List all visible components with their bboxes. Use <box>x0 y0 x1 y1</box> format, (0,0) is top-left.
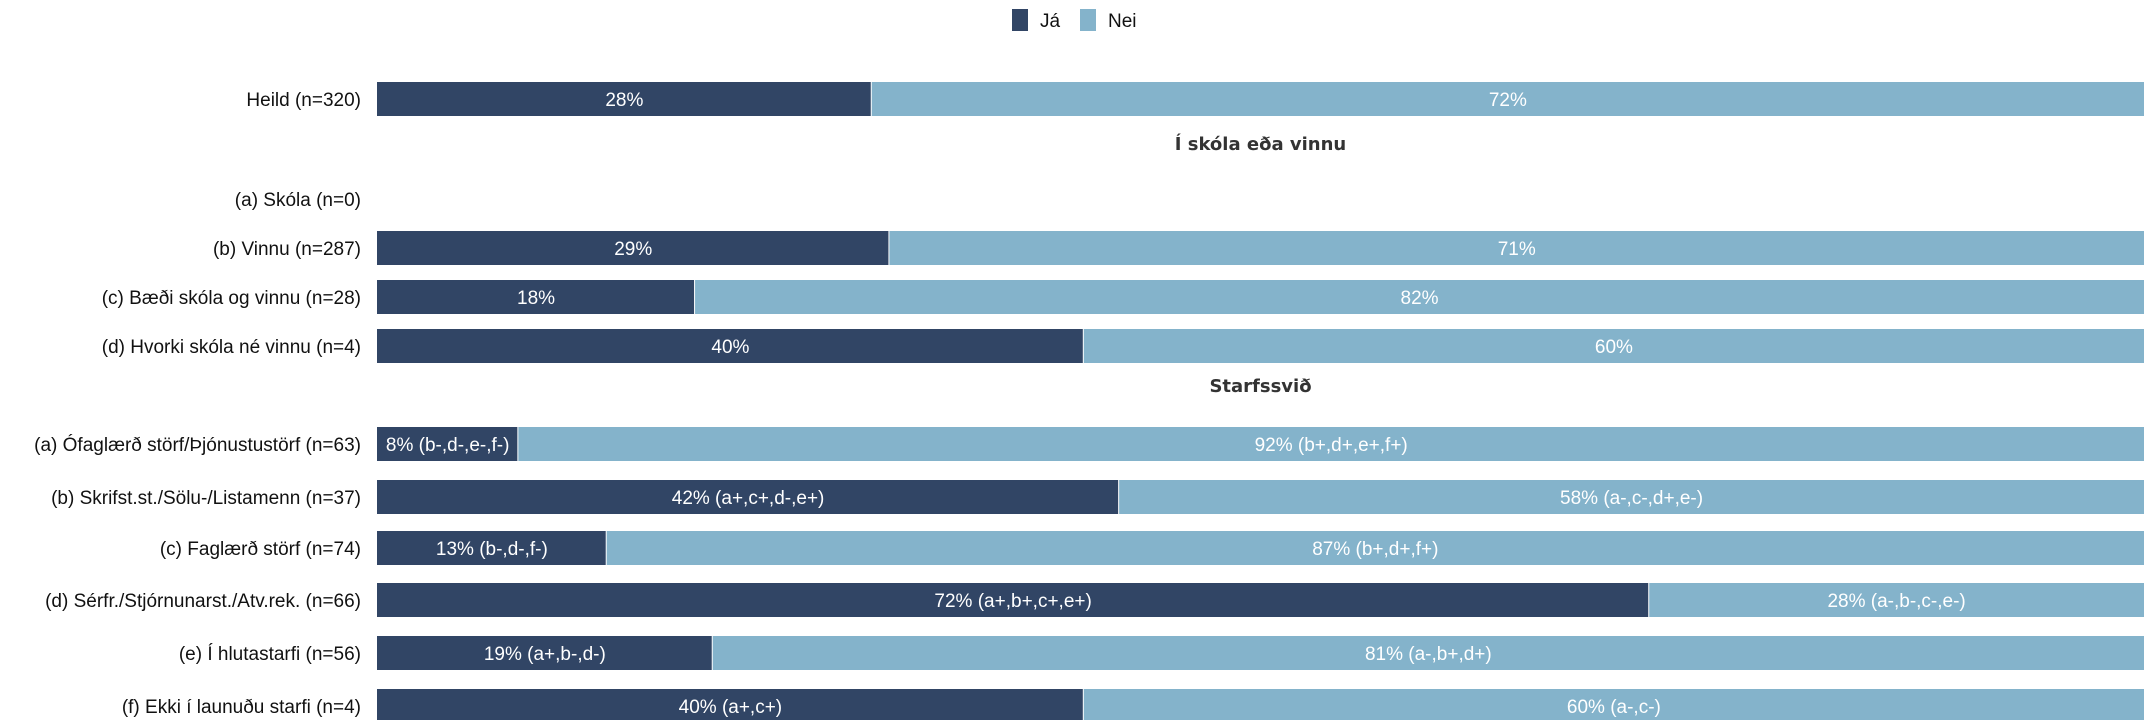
data-label: 60% <box>1595 337 1633 358</box>
legend: Já Nei <box>1012 9 1137 32</box>
bar-segment-ja <box>377 689 1083 720</box>
category-label: Heild (n=320) <box>246 90 361 111</box>
bar-segment-nei <box>518 427 2144 461</box>
bar-segment-ja <box>377 636 712 670</box>
bar-row: (d) Hvorki skóla né vinnu (n=4) 40% 60% <box>102 329 2144 363</box>
data-label: 71% <box>1498 239 1536 260</box>
bar-segment-nei <box>1083 329 2144 363</box>
bar-segment-ja <box>377 231 889 265</box>
category-label: (d) Hvorki skóla né vinnu (n=4) <box>102 337 361 358</box>
bar-segment-nei <box>871 82 2144 116</box>
bar-segment-ja <box>377 329 1083 363</box>
bar-segment-ja <box>377 531 606 565</box>
data-label: 28% <box>605 90 643 111</box>
bar-row: (b) Skrifst.st./Sölu-/Listamenn (n=37) 42… <box>51 480 2144 514</box>
data-label: 28% (a-,b-,c-,e-) <box>1827 591 1965 612</box>
category-label: (a) Skóla (n=0) <box>235 190 361 211</box>
bar-row: (c) Bæði skóla og vinnu (n=28) 18% 82% <box>102 280 2144 314</box>
bar-segment-ja <box>377 82 871 116</box>
bar-row: (c) Faglærð störf (n=74) 13% (b-,d-,f-) 87… <box>160 531 2144 565</box>
section-title: Í skóla eða vinnu <box>1175 133 1346 155</box>
data-label: 40% <box>711 337 749 358</box>
data-label: 72% <box>1489 90 1527 111</box>
bar-segment-nei <box>712 636 2144 670</box>
category-label: (c) Bæði skóla og vinnu (n=28) <box>102 288 361 309</box>
category-label: (f) Ekki í launuðu starfi (n=4) <box>122 697 361 718</box>
data-label: 82% <box>1401 288 1439 309</box>
data-label: 58% (a-,c-,d+,e-) <box>1560 488 1703 509</box>
bar-segment-nei <box>1119 480 2144 514</box>
bar-segment-ja <box>377 583 1649 617</box>
bar-row: (b) Vinnu (n=287) 29% 71% <box>213 231 2144 265</box>
category-label: (a) Ófaglærð störf/Þjónustustörf (n=63) <box>34 434 361 456</box>
data-label: 60% (a-,c-) <box>1567 697 1661 718</box>
bar-segment-nei <box>606 531 2144 565</box>
data-label: 72% (a+,b+,c+,e+) <box>934 591 1091 612</box>
bar-row: (a) Skóla (n=0) <box>235 190 361 211</box>
bar-row: (a) Ófaglærð störf/Þjónustustörf (n=63) 8… <box>34 427 2144 461</box>
bar-segment-ja <box>377 280 695 314</box>
category-label: (b) Vinnu (n=287) <box>213 239 361 260</box>
data-label: 42% (a+,c+,d-,e+) <box>672 488 825 509</box>
bar-segment-nei <box>1649 583 2144 617</box>
category-label: (d) Sérfr./Stjórnunarst./Atv.rek. (n=66) <box>45 591 361 612</box>
data-label: 29% <box>614 239 652 260</box>
bar-segment-nei <box>1083 689 2144 720</box>
data-label: 19% (a+,b-,d-) <box>484 644 606 665</box>
bar-row: Heild (n=320) 28% 72% <box>246 82 2144 116</box>
data-label: 8% (b-,d-,e-,f-) <box>386 435 510 456</box>
section-title: Starfssvið <box>1209 376 1311 397</box>
data-label: 13% (b-,d-,f-) <box>436 539 548 560</box>
data-label: 40% (a+,c+) <box>679 697 783 718</box>
category-label: (c) Faglærð störf (n=74) <box>160 539 361 560</box>
data-label: 18% <box>517 288 555 309</box>
data-label: 92% (b+,d+,e+,f+) <box>1255 435 1408 456</box>
bar-row: (f) Ekki í launuðu starfi (n=4) 40% (a+,c… <box>122 689 2144 720</box>
bar-row: (e) Í hlutastarfi (n=56) 19% (a+,b-,d-) 81… <box>179 636 2144 670</box>
legend-label-nei: Nei <box>1108 11 1137 32</box>
data-label: 81% (a-,b+,d+) <box>1365 644 1492 665</box>
bar-segment-ja <box>377 480 1119 514</box>
data-label: 87% (b+,d+,f+) <box>1312 539 1438 560</box>
bar-segment-ja <box>377 427 518 461</box>
bar-row: (d) Sérfr./Stjórnunarst./Atv.rek. (n=66)… <box>45 583 2144 617</box>
bar-segment-nei <box>695 280 2144 314</box>
legend-swatch-ja <box>1012 9 1028 31</box>
legend-label-ja: Já <box>1040 11 1061 32</box>
category-label: (b) Skrifst.st./Sölu-/Listamenn (n=37) <box>51 488 361 509</box>
bar-segment-nei <box>889 231 2144 265</box>
category-label: (e) Í hlutastarfi (n=56) <box>179 644 361 665</box>
legend-swatch-nei <box>1080 9 1096 31</box>
